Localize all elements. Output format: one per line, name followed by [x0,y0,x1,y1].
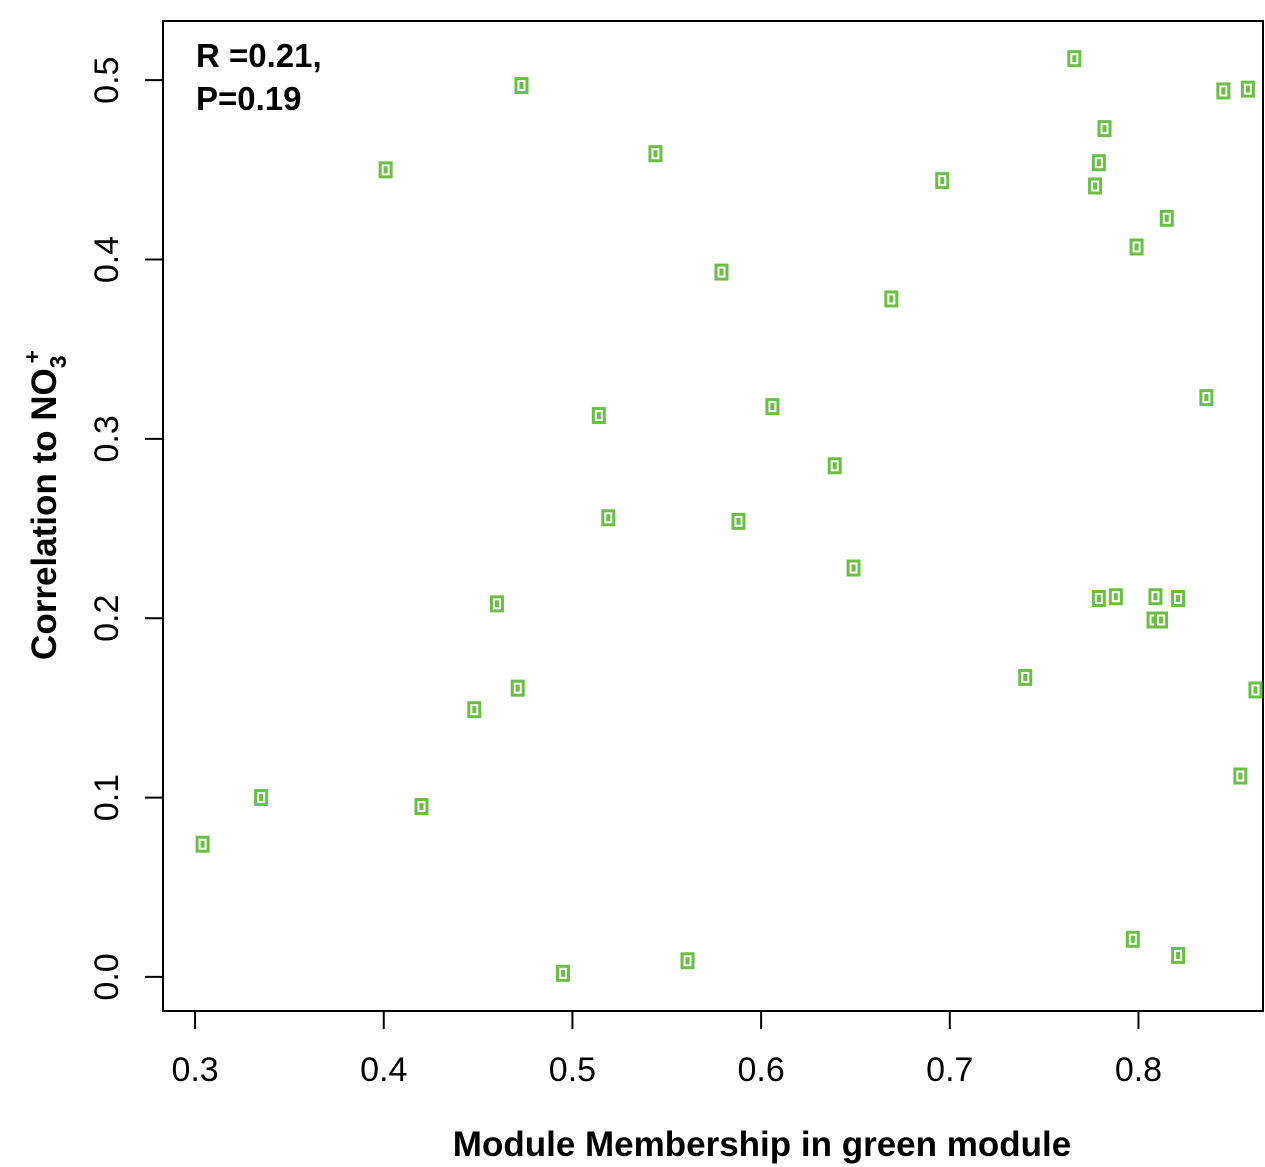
y-tick-label: 0.2 [88,595,126,642]
y-tick-label: 0.3 [88,415,126,462]
x-axis: 0.3 0.4 0.5 0.6 0.7 0.8 [171,1010,1162,1089]
data-point [1091,590,1106,607]
data-point [1199,389,1214,407]
x-tick-label: 0.4 [360,1051,407,1089]
data-point [1216,82,1231,100]
data-point [1171,946,1186,964]
y-tick-label: 0.5 [88,57,126,104]
svg-text:Correlation to NO3+: Correlation to NO3+ [19,350,71,660]
data-point [935,172,950,190]
data-point [1091,154,1106,172]
x-tick-label: 0.5 [549,1051,596,1089]
data-point [556,964,570,982]
data-point [1088,177,1103,195]
stats-annotation: R =0.21, P=0.19 [196,37,322,117]
data-point [510,679,525,697]
data-point [514,77,529,95]
x-tick-label: 0.3 [171,1051,218,1089]
x-tick-label: 0.8 [1115,1051,1162,1089]
data-point [414,798,429,816]
data-point [254,789,269,807]
y-axis-title-main: Correlation to NO [25,368,64,660]
data-point [827,457,842,475]
data-point [1154,611,1169,629]
data-point [765,398,780,416]
data-point [680,952,695,970]
data-point [648,145,663,163]
data-point [1248,681,1263,699]
data-point [1240,80,1255,98]
data-point [1108,588,1123,606]
data-point [1159,209,1174,227]
data-point [489,595,504,613]
data-points [195,50,1263,982]
data-point [846,559,861,577]
data-point [1148,588,1163,606]
y-tick-label: 0.1 [88,774,126,821]
y-axis-title-sup: + [19,350,45,363]
y-tick-label: 0.0 [88,953,126,1000]
annotation-p: P=0.19 [196,80,302,117]
data-point [591,407,606,425]
data-point [884,290,899,308]
data-point [601,509,616,527]
x-tick-label: 0.6 [737,1051,784,1089]
y-tick-label: 0.4 [88,236,126,283]
y-axis-title-sub: 3 [45,355,71,368]
data-point [1129,238,1144,256]
y-axis-title: Correlation to NO3+ [19,350,71,660]
data-point [195,835,210,853]
data-point [1233,767,1248,785]
data-point [1097,120,1112,138]
x-tick-label: 0.7 [926,1051,973,1089]
data-point [714,263,729,281]
x-axis-title: Module Membership in green module [453,1125,1071,1164]
data-point [1067,50,1082,68]
data-point [378,161,393,179]
data-point [1171,590,1186,607]
annotation-r: R =0.21, [196,37,322,74]
data-point [467,701,482,719]
data-point [731,512,746,530]
data-point [1125,930,1140,948]
data-point [1018,668,1033,686]
y-axis: 0.0 0.1 0.2 0.3 0.4 0.5 [88,57,164,1001]
